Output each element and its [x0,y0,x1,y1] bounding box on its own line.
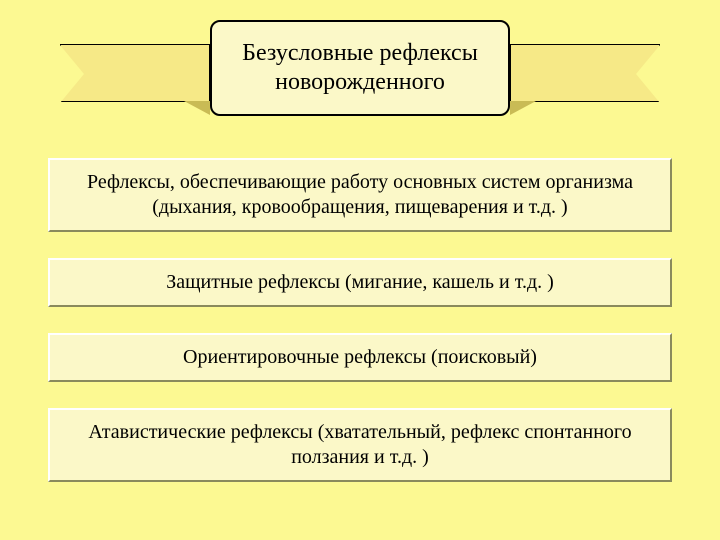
ribbon-right-notch [636,45,660,103]
content-box: Ориентировочные рефлексы (поисковый) [48,333,672,382]
content-box: Рефлексы, обеспечивающие работу основных… [48,158,672,232]
content-box: Защитные рефлексы (мигание, кашель и т.д… [48,258,672,307]
ribbon-fold-right [510,101,536,115]
ribbon-right [510,44,660,102]
title-line2: новорожденного [275,69,445,95]
content-box-text: Атавистические рефлексы (хватательный, р… [88,421,631,468]
ribbon-left [60,44,210,102]
content-boxes: Рефлексы, обеспечивающие работу основных… [48,158,672,482]
content-box-text: Рефлексы, обеспечивающие работу основных… [87,171,633,218]
ribbon-fold-left [184,101,210,115]
title-line1: Безусловные рефлексы [242,40,478,66]
title-banner: Безусловные рефлексы новорожденного [70,20,650,130]
content-box-text: Защитные рефлексы (мигание, кашель и т.д… [166,271,554,293]
ribbon-left-notch [60,45,84,103]
title-box: Безусловные рефлексы новорожденного [210,20,510,116]
content-box: Атавистические рефлексы (хватательный, р… [48,408,672,482]
content-box-text: Ориентировочные рефлексы (поисковый) [183,346,537,368]
title-text: Безусловные рефлексы новорожденного [242,39,478,97]
